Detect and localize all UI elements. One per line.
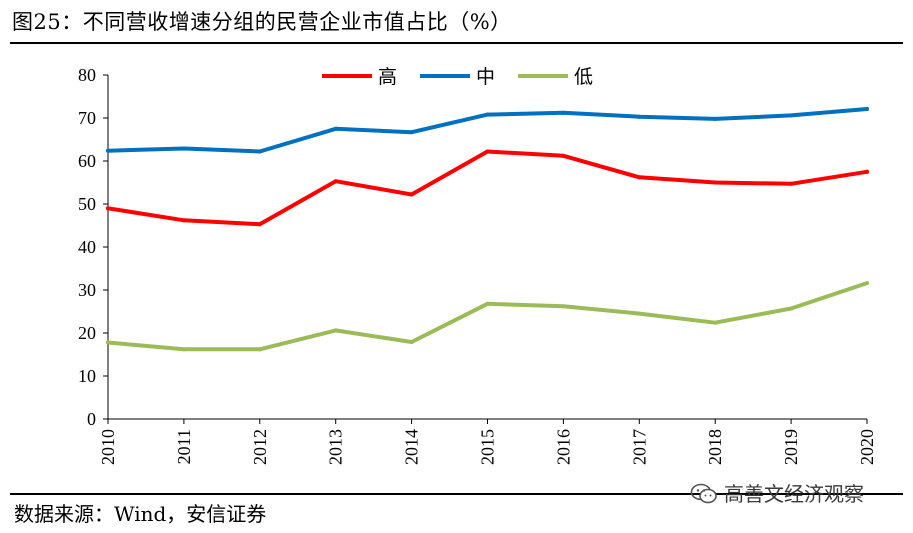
chart-title: 图25：不同营收增速分组的民营企业市值占比（%） bbox=[12, 10, 512, 34]
data-point bbox=[485, 149, 490, 154]
x-tick-label: 2019 bbox=[781, 429, 801, 465]
data-point bbox=[257, 347, 262, 352]
data-source: 数据来源：Wind，安信证券 bbox=[14, 502, 267, 526]
y-tick-label: 60 bbox=[78, 151, 96, 171]
data-point bbox=[561, 153, 566, 158]
x-tick-label: 2018 bbox=[705, 429, 725, 465]
data-point bbox=[333, 179, 338, 184]
x-tick-label: 2013 bbox=[326, 429, 346, 465]
x-tick-label: 2017 bbox=[629, 429, 649, 465]
data-point bbox=[106, 340, 110, 345]
legend-label: 中 bbox=[476, 66, 495, 88]
header-divider bbox=[10, 42, 903, 44]
data-point bbox=[865, 169, 869, 174]
legend-label: 高 bbox=[378, 66, 397, 88]
x-tick-label: 2011 bbox=[174, 429, 194, 464]
data-point bbox=[713, 116, 718, 121]
data-point bbox=[789, 306, 794, 311]
wechat-icon bbox=[690, 483, 717, 504]
data-point bbox=[333, 126, 338, 131]
watermark-text: 高善文经济观察 bbox=[724, 482, 864, 506]
data-point bbox=[106, 206, 110, 211]
data-point bbox=[181, 218, 186, 223]
series-line bbox=[106, 149, 869, 227]
series-line bbox=[106, 281, 869, 352]
data-point bbox=[181, 146, 186, 151]
x-tick-label: 2015 bbox=[478, 429, 498, 465]
data-point bbox=[257, 149, 262, 154]
x-tick-label: 2010 bbox=[98, 429, 118, 465]
data-point bbox=[865, 106, 869, 111]
x-tick-label: 2016 bbox=[553, 429, 573, 465]
y-tick-label: 80 bbox=[78, 65, 96, 85]
y-tick-label: 50 bbox=[78, 194, 96, 214]
x-tick-label: 2020 bbox=[857, 429, 877, 465]
y-tick-label: 30 bbox=[78, 280, 96, 300]
data-point bbox=[637, 175, 642, 180]
y-tick-label: 40 bbox=[78, 237, 96, 257]
watermark: 高善文经济观察 bbox=[690, 478, 864, 507]
x-tick-label: 2014 bbox=[402, 429, 422, 465]
data-point bbox=[181, 347, 186, 352]
y-tick-label: 0 bbox=[87, 409, 96, 429]
y-tick-label: 10 bbox=[78, 366, 96, 386]
data-point bbox=[713, 320, 718, 325]
data-point bbox=[865, 281, 869, 286]
data-point bbox=[257, 222, 262, 227]
data-point bbox=[106, 148, 110, 153]
data-point bbox=[789, 113, 794, 118]
data-point bbox=[409, 192, 414, 197]
data-point bbox=[485, 301, 490, 306]
legend-label: 低 bbox=[574, 66, 593, 88]
data-point bbox=[637, 311, 642, 316]
x-tick-label: 2012 bbox=[250, 429, 270, 465]
data-point bbox=[637, 114, 642, 119]
data-point bbox=[561, 110, 566, 115]
data-point bbox=[409, 340, 414, 345]
y-tick-label: 70 bbox=[78, 108, 96, 128]
data-point bbox=[409, 130, 414, 135]
data-point bbox=[485, 112, 490, 117]
data-point bbox=[789, 181, 794, 186]
data-point bbox=[561, 304, 566, 309]
footer-divider bbox=[10, 493, 903, 495]
data-point bbox=[713, 180, 718, 185]
data-point bbox=[333, 328, 338, 333]
y-tick-label: 20 bbox=[78, 323, 96, 343]
